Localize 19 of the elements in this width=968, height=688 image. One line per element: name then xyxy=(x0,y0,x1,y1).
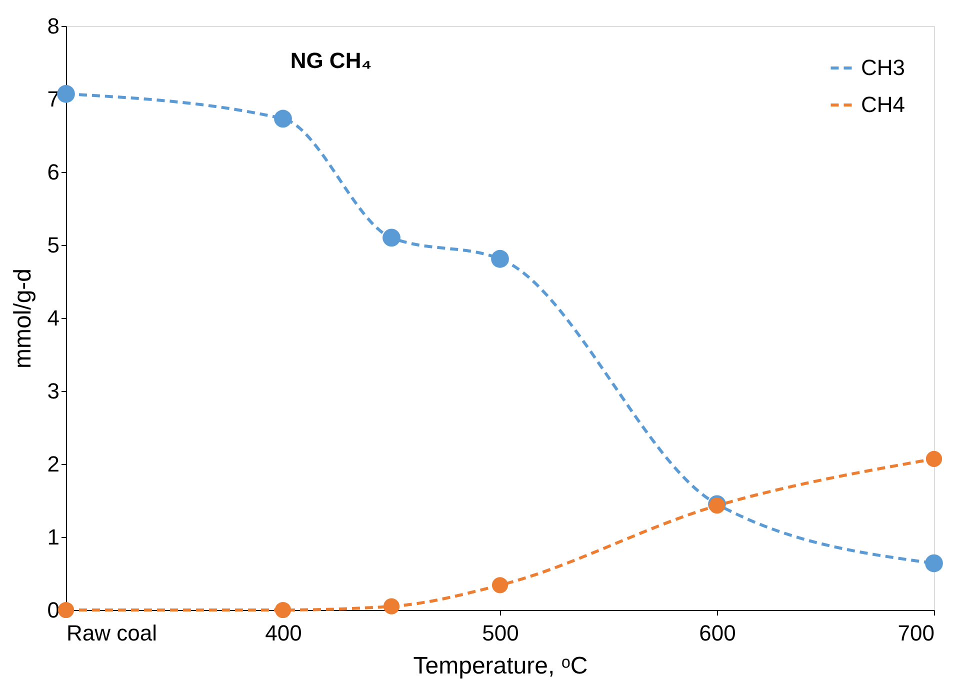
y-tick-label: 5 xyxy=(47,232,60,258)
x-tick-label: Raw coal xyxy=(66,620,157,646)
y-tick-label: 1 xyxy=(47,524,60,550)
legend-label: CH4 xyxy=(861,92,906,117)
y-tick-label: 3 xyxy=(47,378,60,404)
legend-label: CH3 xyxy=(861,55,906,80)
y-tick-label: 2 xyxy=(47,452,60,476)
y-tick-label: 8 xyxy=(47,14,60,38)
x-tick-label: 500 xyxy=(482,620,519,646)
y-tick-label: 0 xyxy=(47,598,60,622)
y-axis-title: mmol/g-d xyxy=(9,268,36,369)
x-axis-title: Temperature, ᵒC xyxy=(413,652,588,680)
y-tick-label: 4 xyxy=(47,306,60,330)
y-tick-label: 7 xyxy=(47,86,60,112)
x-tick-label: 700 xyxy=(898,620,934,646)
x-tick-label: 600 xyxy=(699,620,736,646)
y-tick-label: 6 xyxy=(47,160,60,184)
x-tick-label: 400 xyxy=(265,620,302,646)
text: NG CH₄ xyxy=(290,48,372,73)
